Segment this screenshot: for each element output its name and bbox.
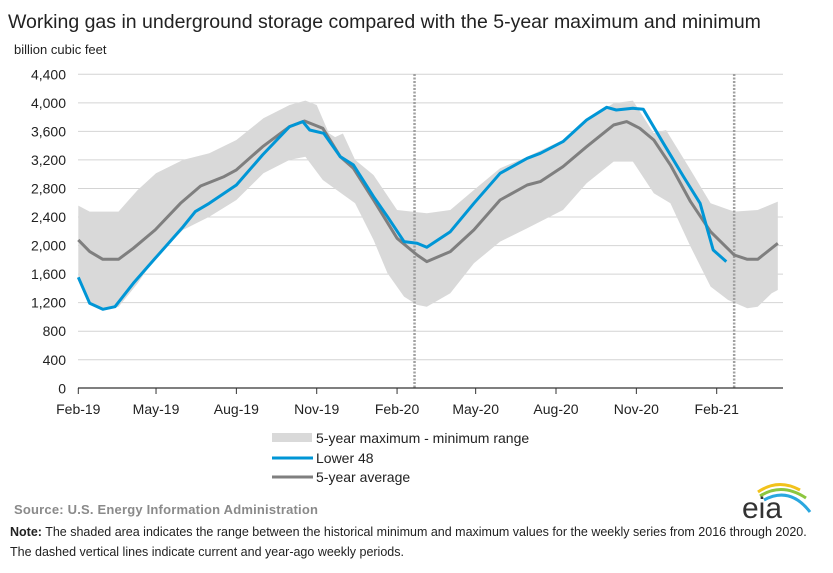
x-tick-label: Feb-20: [375, 401, 420, 417]
legend-swatch-range: [272, 433, 312, 442]
x-tick-label: Aug-19: [214, 401, 259, 417]
y-tick-label: 800: [43, 323, 67, 339]
x-tick-label: May-19: [133, 401, 180, 417]
legend-label-average: 5-year average: [316, 469, 410, 485]
x-tick-labels: Feb-19 May-19 Aug-19 Nov-19 Feb-20 May-20 Aug-…: [56, 388, 739, 417]
x-tick-label: Nov-20: [614, 401, 659, 417]
note: Note: The shaded area indicates the rang…: [10, 522, 825, 562]
range-band: [78, 100, 778, 310]
y-tick-label: 3,600: [31, 123, 66, 139]
legend: 5-year maximum - minimum range Lower 48 …: [272, 430, 529, 485]
x-tick-label: May-20: [452, 401, 499, 417]
y-tick-label: 4,400: [31, 66, 66, 82]
y-tick-label: 2,800: [31, 180, 66, 196]
note-text: The shaded area indicates the range betw…: [10, 525, 807, 559]
x-tick-label: Nov-19: [294, 401, 339, 417]
x-tick-label: Feb-21: [695, 401, 740, 417]
source-text: Source: U.S. Energy Information Administ…: [14, 502, 319, 517]
y-tick-label: 2,000: [31, 238, 66, 254]
x-tick-label: Feb-19: [56, 401, 101, 417]
eia-logo-text: eia: [742, 492, 782, 525]
legend-label-lower48: Lower 48: [316, 450, 374, 466]
legend-label-range: 5-year maximum - minimum range: [316, 430, 529, 446]
average-line: [77, 119, 779, 264]
y-tick-label: 4,000: [31, 95, 66, 111]
y-tick-label: 400: [43, 352, 67, 368]
x-tick-label: Aug-20: [533, 401, 578, 417]
lower48-line: [76, 105, 728, 311]
y-tick-label: 0: [58, 380, 66, 396]
eia-logo: eia: [742, 483, 812, 525]
y-tick-label: 3,200: [31, 152, 66, 168]
y-tick-label: 2,400: [31, 209, 66, 225]
y-tick-labels: 0 400 800 1,200 1,600 2,000 2,400 2,800 3,200 3,6…: [31, 66, 66, 396]
note-label: Note:: [10, 525, 42, 539]
y-tick-label: 1,600: [31, 266, 66, 282]
chart-title: Working gas in underground storage compa…: [8, 11, 761, 33]
y-tick-label: 1,200: [31, 295, 66, 311]
y-axis-label: billion cubic feet: [14, 42, 107, 57]
